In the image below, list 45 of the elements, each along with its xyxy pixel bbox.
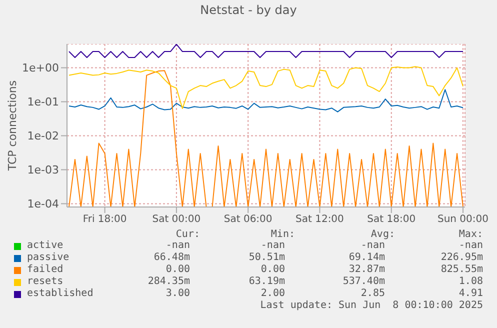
y-tick-label: 1e+00 xyxy=(22,62,59,75)
chart-title: Netstat - by day xyxy=(199,3,298,17)
y-tick-label: 1e-04 xyxy=(27,198,59,211)
y-tick-label: 1e-02 xyxy=(27,130,59,143)
text: 69.14m xyxy=(348,252,385,263)
text: Last update: Sun Jun 8 00:10:00 2025 xyxy=(260,300,483,311)
text: -nan xyxy=(360,240,385,251)
text: -nan xyxy=(260,240,285,251)
text: -nan xyxy=(166,240,190,251)
text: 825.55m xyxy=(440,264,483,275)
text: Max: xyxy=(458,229,483,240)
text: 2.00 xyxy=(260,288,285,299)
line-series xyxy=(68,66,464,110)
legend-label: resets xyxy=(27,276,64,287)
y-tick-label: 1e-01 xyxy=(27,96,59,109)
text: 63.19m xyxy=(248,276,285,287)
text: 284.35m xyxy=(148,276,190,287)
text: Min: xyxy=(270,229,295,240)
y-axis-title: TCP connections xyxy=(6,80,19,172)
text: 0.00 xyxy=(166,264,190,275)
text: 3.00 xyxy=(166,288,190,299)
text: 537.40m xyxy=(342,276,385,287)
text: 4.91 xyxy=(458,288,483,299)
text: Cur: xyxy=(176,229,200,240)
legend-label: passive xyxy=(27,252,70,263)
legend-label: failed xyxy=(27,264,64,275)
text: 50.51m xyxy=(248,252,285,263)
line-series xyxy=(68,89,464,112)
text: -nan xyxy=(458,240,483,251)
text: 0.00 xyxy=(260,264,285,275)
x-tick-label: Sat 12:00 xyxy=(296,214,344,226)
text: 32.87m xyxy=(348,264,385,275)
text: 2.85 xyxy=(360,288,385,299)
x-tick-label: Sat 00:00 xyxy=(152,214,201,226)
text: 226.95m xyxy=(440,252,483,263)
text: 66.48m xyxy=(154,252,190,263)
y-tick-label: 1e-03 xyxy=(27,164,59,177)
x-tick-label: Sat 06:00 xyxy=(224,214,272,226)
legend-label: established xyxy=(27,288,94,299)
x-tick-label: Sun 00:00 xyxy=(437,214,489,226)
text: 1.08 xyxy=(458,276,483,287)
x-tick-label: Fri 18:00 xyxy=(82,214,127,226)
text: Avg: xyxy=(370,229,395,240)
x-tick-label: Sat 18:00 xyxy=(367,214,416,226)
legend-label: active xyxy=(27,240,64,251)
